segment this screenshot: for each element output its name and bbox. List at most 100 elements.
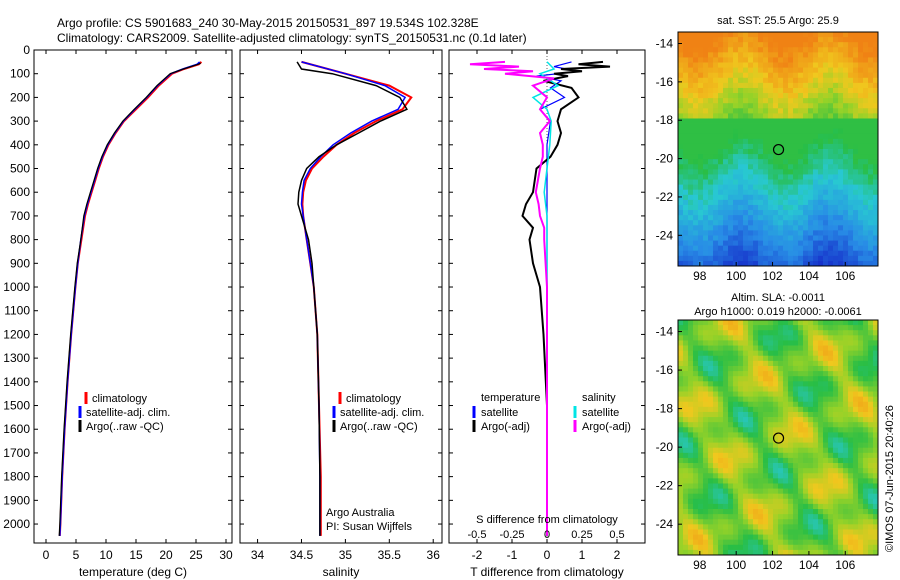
map-cell (868, 47, 874, 53)
x-tick-label: 25 (189, 548, 203, 562)
map-cell (738, 123, 744, 130)
map-cell (783, 488, 789, 495)
map-cell (758, 67, 764, 74)
map-cell (728, 82, 734, 89)
map-cell (858, 365, 864, 372)
map-cell (848, 149, 854, 155)
map-cell (773, 220, 779, 226)
map-cell (683, 401, 689, 408)
map-cell (683, 427, 689, 433)
x-tick-label: 35.5 (378, 548, 402, 562)
map-cell (693, 524, 699, 530)
x-tick-label: 34 (251, 548, 265, 562)
map-cell (678, 240, 684, 247)
map-cell (818, 93, 824, 99)
map-cell (798, 143, 804, 150)
map-cell (848, 411, 854, 418)
map-cell (853, 164, 859, 170)
map-cell (868, 509, 874, 515)
map-cell (688, 411, 694, 418)
map-cell (703, 447, 709, 454)
map-cell (813, 93, 819, 99)
map-cell (778, 452, 784, 459)
map-cell (838, 534, 844, 541)
map-cell (768, 98, 774, 104)
map-cell (758, 240, 764, 247)
map-cell (698, 245, 704, 252)
map-cell (788, 498, 794, 505)
map-cell (713, 42, 719, 48)
map-cell (723, 108, 729, 114)
map-cell (818, 37, 824, 43)
map-cell (703, 67, 709, 74)
map-cell (773, 335, 779, 341)
map-cell (778, 260, 784, 267)
map-cell (803, 473, 809, 479)
map-cell (788, 371, 794, 377)
map-cell (713, 240, 719, 247)
map-cell (753, 169, 759, 175)
map-cell (838, 179, 844, 186)
map-cell (853, 422, 859, 428)
map-cell (828, 143, 834, 150)
map-cell (708, 103, 714, 109)
map-cell (783, 123, 789, 130)
map-cell (753, 355, 759, 362)
map-cell (683, 381, 689, 387)
map-cell (678, 32, 684, 38)
map-cell (703, 345, 709, 352)
map-cell (733, 457, 739, 464)
map-cell (768, 240, 774, 247)
map-cell (718, 509, 724, 515)
map-cell (818, 529, 824, 535)
map-cell (688, 179, 694, 186)
map-cell (723, 230, 729, 236)
map-cell (708, 77, 714, 84)
map-cell (693, 138, 699, 145)
map-cell (743, 365, 749, 372)
map-cell (758, 503, 764, 510)
map-cell (843, 240, 849, 247)
map-cell (803, 544, 809, 551)
map-cell (873, 108, 879, 114)
map-cell (708, 488, 714, 495)
map-cell (763, 432, 769, 438)
map-cell (793, 204, 799, 211)
map-cell (778, 468, 784, 474)
map-cell (808, 529, 814, 535)
map-cell (828, 345, 834, 352)
map-cell (738, 108, 744, 114)
map-cell (723, 240, 729, 247)
map-cell (743, 345, 749, 352)
map-cell (738, 381, 744, 387)
map-cell (828, 118, 834, 124)
map-cell (833, 108, 839, 114)
map-cell (813, 493, 819, 500)
map-cell (808, 488, 814, 495)
map-cell (748, 108, 754, 114)
map-cell (723, 179, 729, 186)
map-cell (848, 154, 854, 160)
map-cell (838, 184, 844, 191)
map-cell (708, 62, 714, 69)
map-cell (873, 164, 879, 170)
map-cell (828, 519, 834, 525)
map-cell (713, 93, 719, 99)
map-cell (848, 32, 854, 38)
map-cell (843, 194, 849, 201)
map-cell (848, 159, 854, 165)
lon-tick-label: 98 (693, 558, 707, 572)
map-cell (693, 123, 699, 130)
map-cell (863, 220, 869, 226)
map-cell (768, 108, 774, 114)
map-cell (833, 128, 839, 135)
map-cell (848, 463, 854, 469)
map-cell (823, 544, 829, 551)
map-cell (718, 210, 724, 216)
map-cell (738, 128, 744, 135)
map-cell (838, 42, 844, 48)
map-cell (698, 355, 704, 362)
map-cell (848, 113, 854, 119)
map-cell (793, 422, 799, 428)
map-cell (783, 230, 789, 236)
